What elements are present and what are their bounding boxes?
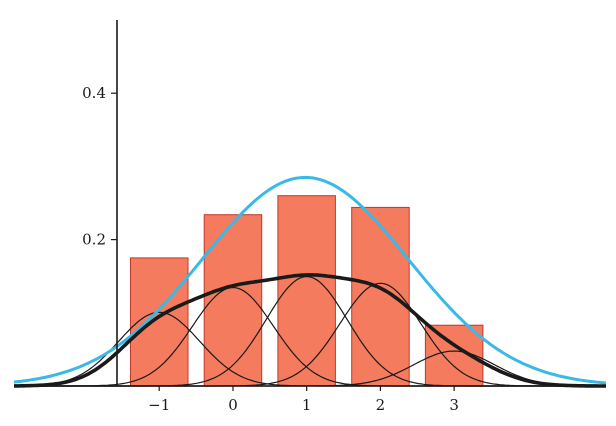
mixture-density-curve [14, 273, 606, 388]
histogram-bar [130, 257, 189, 387]
x-tick-label: 3 [449, 396, 459, 414]
x-tick-label: 2 [376, 396, 386, 414]
histogram-bar [351, 206, 410, 387]
axis-ticks: −1 0 1 2 3 0.2 0.4 [82, 84, 459, 414]
y-tick-label: 0.2 [82, 231, 106, 249]
normal-density-curve [13, 175, 607, 385]
x-tick-label: 1 [302, 396, 312, 414]
x-tick-label: −1 [148, 396, 170, 414]
y-tick-label: 0.4 [82, 84, 106, 102]
histogram-bars [130, 195, 484, 387]
histogram-bar [203, 214, 263, 387]
histogram-bar [277, 195, 336, 387]
x-tick-label: 0 [228, 396, 238, 414]
